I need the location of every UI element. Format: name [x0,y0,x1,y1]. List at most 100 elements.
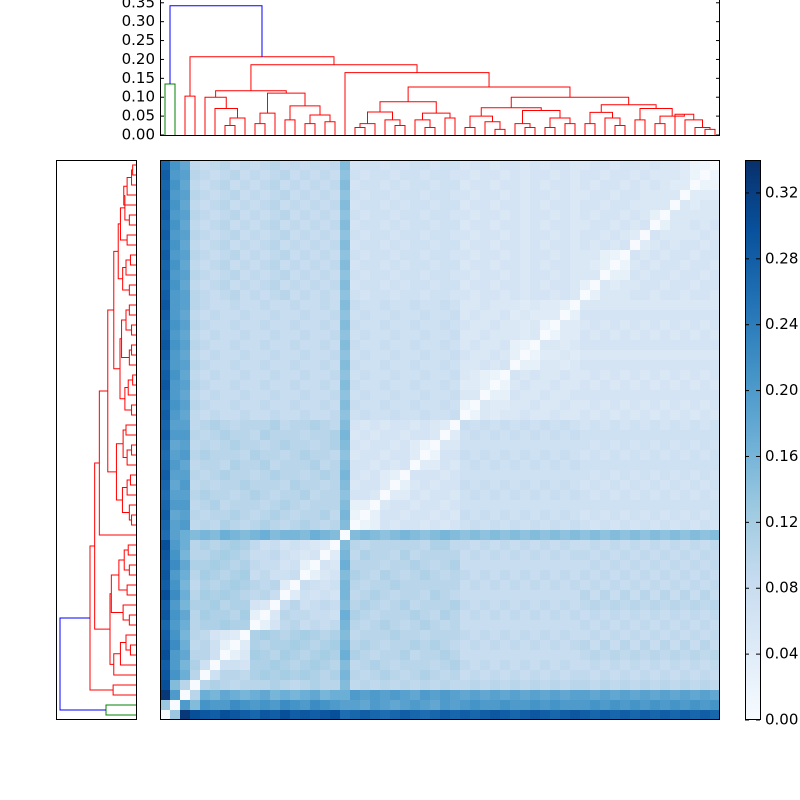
heatmap-cell [580,670,590,680]
heatmap-cell [650,600,660,610]
heatmap-cell [710,190,720,200]
heatmap-cell [330,340,340,350]
heatmap-cell [460,290,470,300]
heatmap-cell [310,540,320,550]
heatmap-cell [560,440,570,450]
heatmap-cell [160,520,170,530]
heatmap-cell [640,500,650,510]
heatmap-cell [530,660,540,670]
heatmap-cell [590,390,600,400]
heatmap-cell [430,220,440,230]
heatmap-cell [410,520,420,530]
heatmap-cell [520,520,530,530]
heatmap-cell [440,530,450,540]
heatmap-cell [660,660,670,670]
heatmap-cell [300,370,310,380]
heatmap-cell [420,430,430,440]
heatmap-cell [160,420,170,430]
heatmap-cell [360,320,370,330]
heatmap-cell [160,310,170,320]
heatmap-cell [250,690,260,700]
heatmap-cell [580,640,590,650]
heatmap-cell [470,490,480,500]
heatmap-cell [340,310,350,320]
heatmap-cell [250,190,260,200]
heatmap-cell [410,610,420,620]
heatmap-cell [380,460,390,470]
heatmap-cell [550,650,560,660]
heatmap-cell [220,370,230,380]
heatmap-cell [470,550,480,560]
heatmap-cell [420,250,430,260]
heatmap-cell [160,260,170,270]
heatmap-cell [240,240,250,250]
heatmap-cell [710,180,720,190]
heatmap-cell [540,230,550,240]
heatmap-cell [520,240,530,250]
heatmap-cell [590,230,600,240]
heatmap-cell [490,600,500,610]
heatmap-cell [250,380,260,390]
heatmap-cell [210,480,220,490]
heatmap-cell [620,610,630,620]
heatmap-cell [180,410,190,420]
heatmap-cell [290,450,300,460]
heatmap-cell [490,380,500,390]
heatmap-cell [510,330,520,340]
heatmap-cell [470,300,480,310]
heatmap-cell [180,460,190,470]
heatmap-cell [550,370,560,380]
heatmap-cell [450,340,460,350]
heatmap-cell [400,700,410,710]
heatmap-cell [260,410,270,420]
heatmap-cell [430,410,440,420]
heatmap-cell [680,340,690,350]
heatmap-cell [280,480,290,490]
heatmap-cell [220,340,230,350]
heatmap-cell [550,290,560,300]
heatmap-cell [320,620,330,630]
heatmap-cell [320,540,330,550]
heatmap-cell [470,710,480,720]
heatmap-cell [350,710,360,720]
heatmap-cell [660,610,670,620]
heatmap-cell [560,380,570,390]
heatmap-cell [430,400,440,410]
heatmap-cell [360,480,370,490]
heatmap-cell [250,260,260,270]
heatmap-cell [670,680,680,690]
heatmap-cell [460,340,470,350]
heatmap-cell [410,190,420,200]
top-dendrogram-link [634,119,646,135]
heatmap-cell [580,510,590,520]
heatmap-cell [210,550,220,560]
heatmap-cell [620,500,630,510]
heatmap-cell [210,520,220,530]
heatmap-cell [510,520,520,530]
heatmap-cell [570,460,580,470]
heatmap-cell [420,290,430,300]
heatmap-cell [480,700,490,710]
heatmap-cell [390,590,400,600]
heatmap-cell [480,410,490,420]
heatmap-cell [200,700,210,710]
heatmap-cell [690,490,700,500]
heatmap-cell [690,630,700,640]
heatmap-cell [710,320,720,330]
heatmap-cell [660,680,670,690]
heatmap-cell [290,620,300,630]
heatmap-cell [540,670,550,680]
heatmap-cell [640,700,650,710]
heatmap-cell [540,200,550,210]
top-dendrogram-link [284,119,296,135]
heatmap-cell [300,460,310,470]
heatmap-cell [230,350,240,360]
heatmap-cell [540,290,550,300]
heatmap-cell [180,380,190,390]
heatmap-cell [270,180,280,190]
heatmap-cell [290,580,300,590]
heatmap-cell [180,580,190,590]
heatmap-cell [390,210,400,220]
heatmap-cell [650,470,660,480]
heatmap-cell [330,510,340,520]
